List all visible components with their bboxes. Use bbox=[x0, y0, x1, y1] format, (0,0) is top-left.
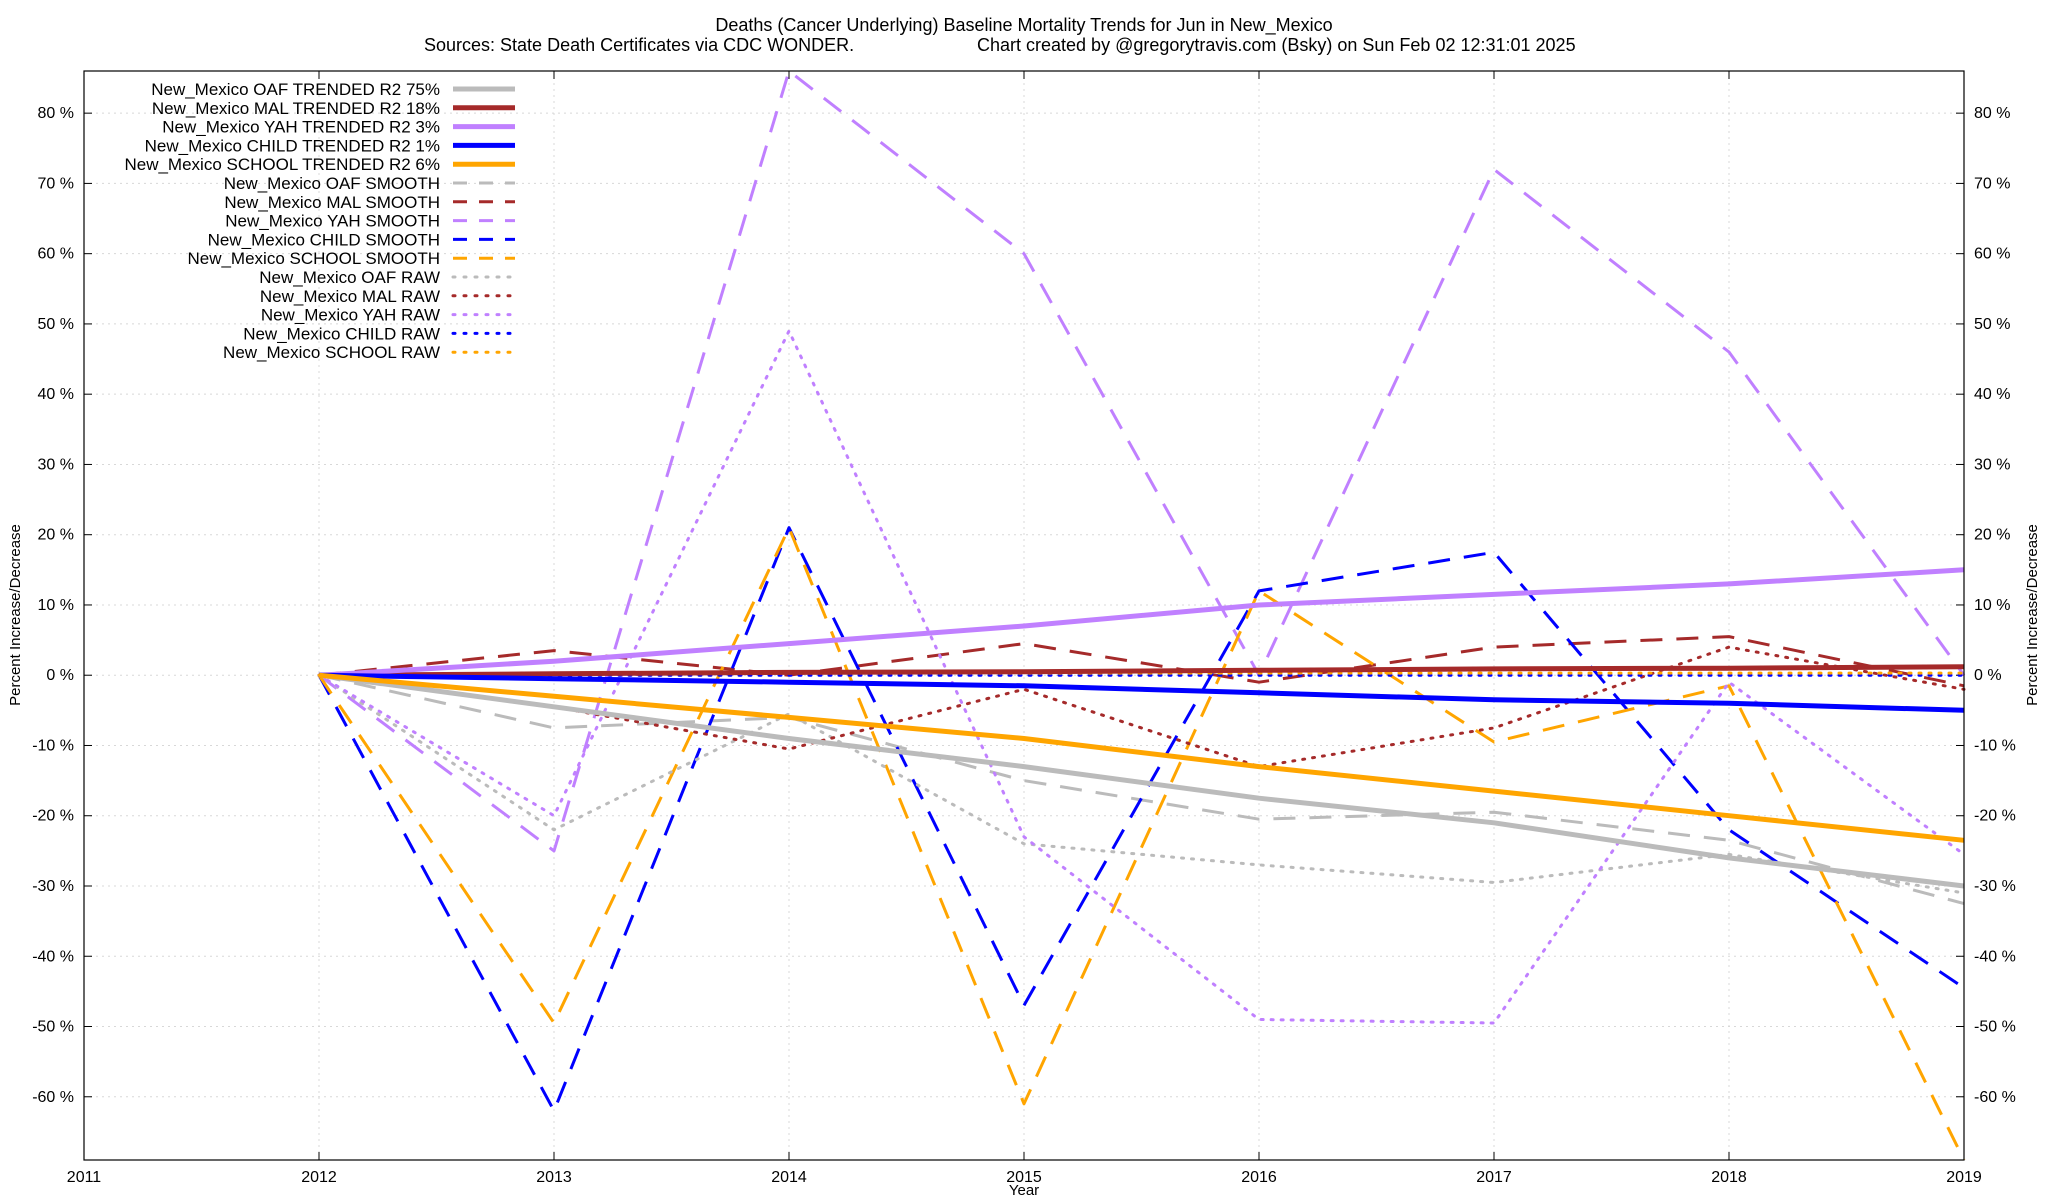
plot-frame bbox=[83, 70, 1965, 1161]
legend: New_Mexico OAF TRENDED R2 75%New_Mexico … bbox=[124, 80, 517, 362]
series-lines bbox=[317, 69, 1966, 1161]
x-tick-label: 2013 bbox=[536, 1169, 572, 1186]
y-tick-labels: 80 % 80 % 70 % 70 % 60 % 60 % 50 % 50 % 40 % 40 %… bbox=[32, 105, 2016, 1106]
y-tick-label-left: -30 % bbox=[32, 878, 74, 895]
y-tick-label-right: -20 % bbox=[1974, 808, 2016, 825]
series-line-new-mexico-child-smooth bbox=[317, 526, 1965, 1113]
y-tick-label-right: 60 % bbox=[1974, 246, 2010, 263]
y-tick-label-left: 20 % bbox=[38, 527, 74, 544]
y-axis-label-right: Percent Increase/Decrease bbox=[2024, 524, 2041, 706]
legend-label: New_Mexico YAH RAW bbox=[261, 306, 440, 325]
series-line-new-mexico-yah-trended-r2-3 bbox=[318, 567, 1965, 678]
y-tick-label-left: -10 % bbox=[32, 737, 74, 754]
x-tick-label: 2015 bbox=[1006, 1169, 1042, 1186]
y-tick-label-right: -10 % bbox=[1974, 737, 2016, 754]
chart-subtitle-credit: Chart created by @gregorytravis.com (Bsk… bbox=[977, 35, 1576, 55]
series-line-new-mexico-school-trended-r2-6 bbox=[318, 672, 1965, 843]
y-tick-label-left: -50 % bbox=[32, 1019, 74, 1036]
legend-label: New_Mexico MAL SMOOTH bbox=[224, 193, 440, 212]
y-tick-label-right: 70 % bbox=[1974, 175, 2010, 192]
y-tick-label-right: 80 % bbox=[1974, 105, 2010, 122]
y-tick-label-right: 10 % bbox=[1974, 597, 2010, 614]
chart-title: Deaths (Cancer Underlying) Baseline Mort… bbox=[715, 15, 1332, 36]
y-tick-label-right: 40 % bbox=[1974, 386, 2010, 403]
series-line-new-mexico-mal-raw bbox=[317, 645, 1966, 769]
y-tick-label-right: -60 % bbox=[1974, 1089, 2016, 1106]
legend-label: New_Mexico SCHOOL TRENDED R2 6% bbox=[124, 155, 440, 174]
legend-label: New_Mexico CHILD RAW bbox=[243, 324, 440, 343]
y-tick-label-right: -50 % bbox=[1974, 1019, 2016, 1036]
y-tick-label-left: -40 % bbox=[32, 948, 74, 965]
legend-label: New_Mexico MAL TRENDED R2 18% bbox=[152, 99, 440, 118]
y-tick-label-right: -40 % bbox=[1974, 948, 2016, 965]
x-axis-label: Year bbox=[1009, 1182, 1039, 1199]
y-axis-label-left: Percent Increase/Decrease bbox=[7, 524, 24, 706]
legend-label: New_Mexico OAF SMOOTH bbox=[224, 174, 440, 193]
y-tick-label-left: -20 % bbox=[32, 808, 74, 825]
x-tick-label: 2011 bbox=[67, 1169, 102, 1186]
chart-subtitle-sources: Sources: State Death Certificates via CD… bbox=[424, 35, 854, 55]
y-tick-label-left: 80 % bbox=[38, 105, 74, 122]
x-tick-label: 2014 bbox=[771, 1169, 807, 1186]
x-tick-label: 2012 bbox=[301, 1169, 337, 1186]
y-tick-label-left: 10 % bbox=[38, 597, 74, 614]
legend-label: New_Mexico OAF RAW bbox=[259, 268, 440, 287]
x-tick-labels: 2011 2012 2013 2014 2015 2016 2017 2018 2019 bbox=[67, 1169, 1982, 1186]
legend-label: New_Mexico CHILD SMOOTH bbox=[208, 230, 440, 249]
x-tick-label: 2017 bbox=[1476, 1169, 1512, 1186]
series-line-new-mexico-oaf-trended-r2-75 bbox=[318, 672, 1965, 889]
series-line-new-mexico-yah-raw bbox=[317, 329, 1966, 1025]
legend-label: New_Mexico CHILD TRENDED R2 1% bbox=[145, 136, 440, 155]
y-tick-label-left: -60 % bbox=[32, 1089, 74, 1106]
y-tick-label-right: 20 % bbox=[1974, 527, 2010, 544]
legend-label: New_Mexico YAH SMOOTH bbox=[225, 212, 440, 231]
y-tick-label-left: 60 % bbox=[38, 246, 74, 263]
y-tick-label-left: 50 % bbox=[38, 316, 74, 333]
y-tick-label-left: 0 % bbox=[46, 667, 74, 684]
y-tick-label-right: -30 % bbox=[1974, 878, 2016, 895]
y-tick-label-right: 30 % bbox=[1974, 456, 2010, 473]
x-tick-label: 2016 bbox=[1241, 1169, 1277, 1186]
y-tick-label-left: 70 % bbox=[38, 175, 74, 192]
y-tick-label-left: 40 % bbox=[38, 386, 74, 403]
legend-label: New_Mexico YAH TRENDED R2 3% bbox=[162, 118, 440, 137]
series-line-new-mexico-oaf-raw bbox=[317, 673, 1966, 895]
legend-label: New_Mexico MAL RAW bbox=[260, 287, 440, 306]
legend-label: New_Mexico SCHOOL RAW bbox=[223, 343, 440, 362]
x-tick-label: 2018 bbox=[1711, 1169, 1747, 1186]
series-line-new-mexico-mal-trended-r2-18 bbox=[318, 664, 1965, 678]
legend-label: New_Mexico OAF TRENDED R2 75% bbox=[151, 80, 440, 99]
y-tick-label-right: 0 % bbox=[1974, 667, 2002, 684]
x-tick-label: 2019 bbox=[1946, 1169, 1982, 1186]
series-line-new-mexico-school-smooth bbox=[317, 526, 1966, 1161]
legend-label: New_Mexico SCHOOL SMOOTH bbox=[187, 249, 440, 268]
y-tick-label-right: 50 % bbox=[1974, 316, 2010, 333]
series-line-new-mexico-mal-smooth bbox=[318, 635, 1965, 688]
series-line-new-mexico-yah-smooth bbox=[318, 69, 1966, 853]
series-line-new-mexico-child-trended-r2-1 bbox=[318, 672, 1965, 713]
y-tick-label-left: 30 % bbox=[38, 456, 74, 473]
